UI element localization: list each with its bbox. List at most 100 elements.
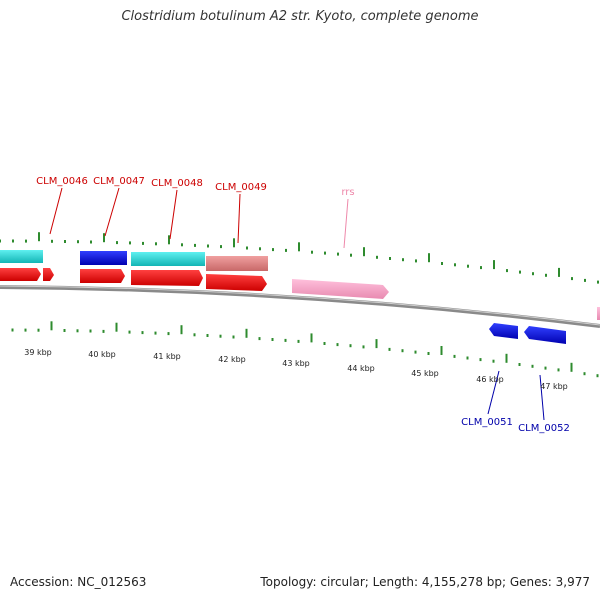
minor-tick — [142, 241, 144, 245]
gene-arrow-1[interactable] — [0, 268, 41, 281]
minor-tick — [467, 264, 469, 268]
gene-labels: CLM_0046 CLM_0047 CLM_0048 CLM_0049 rrs … — [36, 176, 570, 434]
major-tick — [245, 328, 248, 338]
scale-label: 45 kbp — [411, 369, 439, 378]
gene-arrow-4[interactable] — [131, 270, 203, 286]
minor-tick — [128, 330, 131, 334]
minor-tick — [453, 354, 456, 358]
major-tick — [558, 267, 560, 277]
minor-tick — [64, 240, 66, 243]
major-tick — [428, 253, 430, 263]
minor-tick — [207, 244, 209, 248]
minor-tick — [466, 356, 469, 360]
minor-tick — [401, 349, 404, 353]
minor-tick — [12, 239, 14, 243]
minor-tick — [532, 272, 534, 276]
minor-tick — [11, 328, 14, 332]
gene-clm-0049[interactable] — [206, 256, 268, 271]
minor-tick — [402, 258, 404, 262]
minor-tick — [193, 333, 196, 337]
scale-label: 47 kbp — [540, 382, 568, 391]
gene-clm-0046[interactable] — [0, 250, 43, 263]
major-tick — [50, 321, 53, 331]
minor-tick — [337, 252, 339, 256]
minor-tick — [141, 331, 144, 335]
minor-tick — [154, 331, 157, 335]
scale-tick-band — [11, 321, 599, 378]
label-clm-0047[interactable]: CLM_0047 — [93, 176, 145, 187]
minor-tick — [90, 240, 92, 244]
label-clm-0049[interactable]: CLM_0049 — [215, 182, 267, 193]
minor-tick — [181, 243, 183, 247]
minor-tick — [388, 347, 391, 351]
gene-arrow-2[interactable] — [43, 268, 54, 281]
minor-tick — [531, 364, 534, 368]
major-tick — [505, 353, 508, 363]
minor-tick — [259, 247, 261, 251]
gene-arrow-5[interactable] — [206, 274, 267, 291]
minor-tick — [597, 280, 599, 284]
major-tick — [363, 247, 365, 257]
minor-tick — [596, 374, 599, 378]
minor-tick — [492, 359, 495, 363]
minor-tick — [427, 352, 430, 355]
upper-tick-band — [0, 232, 599, 284]
label-clm-0048[interactable]: CLM_0048 — [151, 178, 203, 189]
gene-clm-0051[interactable] — [489, 323, 518, 339]
minor-tick — [232, 335, 235, 339]
minor-tick — [415, 259, 417, 263]
major-tick — [115, 322, 118, 332]
gene-track-bottom — [489, 307, 600, 344]
gene-rrs[interactable] — [292, 279, 389, 299]
scale-label: 46 kbp — [476, 375, 504, 384]
gene-clm-0047[interactable] — [80, 251, 127, 265]
minor-tick — [102, 329, 105, 333]
major-tick — [493, 260, 495, 270]
scale-label: 43 kbp — [282, 359, 310, 368]
label-rrs[interactable]: rrs — [341, 187, 354, 198]
minor-tick — [0, 239, 1, 243]
minor-tick — [129, 241, 131, 245]
major-tick — [298, 242, 300, 252]
minor-tick — [284, 338, 287, 342]
minor-tick — [285, 248, 287, 252]
label-clm-0046[interactable]: CLM_0046 — [36, 176, 88, 187]
minor-tick — [376, 255, 378, 259]
topology-summary: Topology: circular; Length: 4,155,278 bp… — [260, 575, 590, 589]
major-tick — [103, 233, 105, 243]
minor-tick — [220, 245, 222, 249]
minor-tick — [258, 337, 261, 341]
minor-tick — [414, 350, 417, 354]
minor-tick — [89, 329, 92, 333]
minor-tick — [545, 273, 547, 277]
minor-tick — [454, 263, 456, 267]
gene-track-top — [0, 250, 268, 271]
minor-tick — [350, 253, 352, 257]
minor-tick — [441, 262, 443, 265]
minor-tick — [155, 242, 157, 246]
map-title: Clostridium botulinum A2 str. Kyoto, com… — [121, 9, 479, 24]
major-tick — [180, 325, 183, 335]
minor-tick — [194, 243, 196, 247]
accession-text: Accession: NC_012563 — [10, 575, 147, 589]
gene-clm-0052[interactable] — [524, 326, 566, 344]
minor-tick — [167, 332, 170, 336]
label-clm-0051[interactable]: CLM_0051 — [461, 417, 513, 428]
minor-tick — [557, 368, 560, 372]
backbone-line — [0, 285, 600, 328]
minor-tick — [76, 329, 79, 333]
minor-tick — [271, 338, 274, 341]
scale-label: 44 kbp — [347, 364, 375, 373]
major-tick — [375, 339, 378, 349]
gene-clm-0048[interactable] — [131, 252, 205, 266]
gene-arrow-3[interactable] — [80, 269, 125, 283]
minor-tick — [51, 239, 53, 243]
label-clm-0052[interactable]: CLM_0052 — [518, 423, 570, 434]
minor-tick — [246, 246, 248, 250]
minor-tick — [311, 250, 313, 254]
major-tick — [233, 238, 235, 248]
minor-tick — [362, 345, 365, 349]
minor-tick — [323, 342, 326, 345]
gene-edge-pink[interactable] — [597, 307, 600, 320]
minor-tick — [37, 328, 40, 332]
